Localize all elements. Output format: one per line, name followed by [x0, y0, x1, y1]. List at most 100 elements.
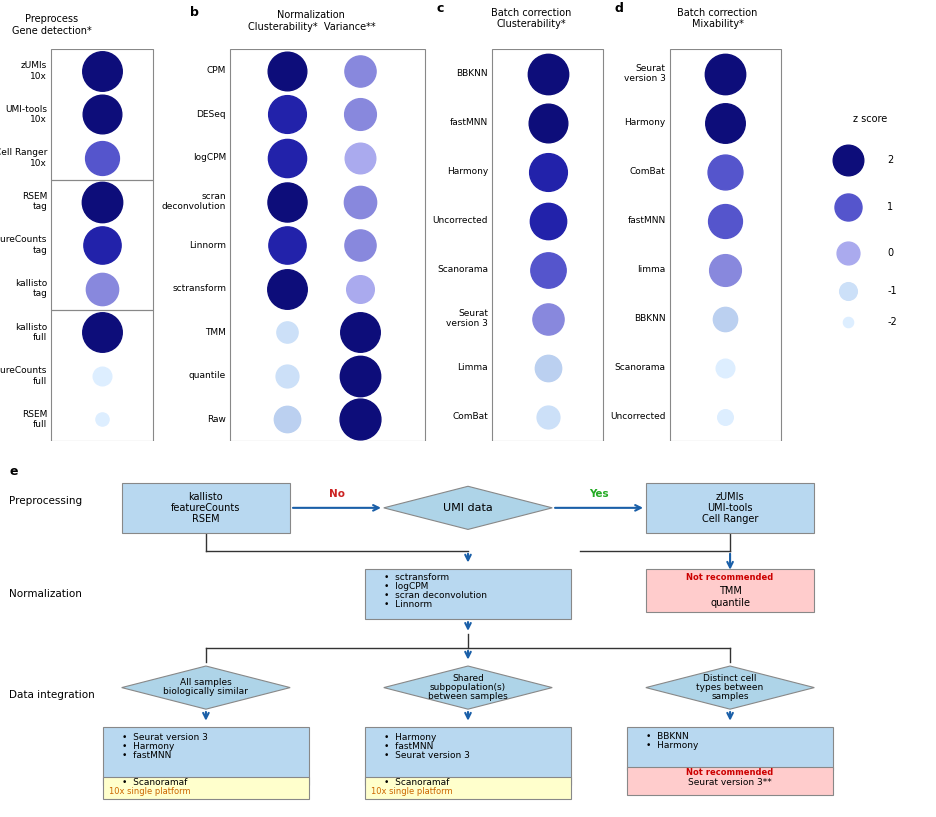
Point — [95, 195, 110, 208]
Point — [718, 410, 733, 423]
Point — [540, 312, 555, 325]
Point — [718, 361, 733, 374]
Point — [718, 263, 733, 276]
Text: featureCounts
full: featureCounts full — [0, 366, 48, 386]
Bar — [365, 569, 571, 619]
Text: Preprocess
Gene detection*: Preprocess Gene detection* — [11, 15, 92, 36]
Text: Seurat
version 3: Seurat version 3 — [624, 64, 665, 83]
Text: zUMIs
10x: zUMIs 10x — [21, 61, 48, 81]
Text: Batch correction
Clusterability*: Batch correction Clusterability* — [491, 8, 572, 29]
Point — [353, 65, 368, 78]
Point — [353, 326, 368, 339]
Text: •  BBKNN: • BBKNN — [646, 731, 689, 741]
Point — [540, 116, 555, 129]
Point — [718, 214, 733, 227]
Bar — [230, 49, 425, 441]
Text: between samples: between samples — [428, 692, 508, 701]
Text: quantile: quantile — [710, 598, 750, 608]
Text: TMM: TMM — [719, 586, 741, 596]
Bar — [627, 766, 833, 796]
Point — [280, 369, 295, 382]
Text: e: e — [9, 465, 18, 478]
Text: RSEM
tag: RSEM tag — [22, 192, 48, 212]
Text: RSEM: RSEM — [192, 514, 220, 524]
Point — [95, 239, 110, 252]
Text: 0: 0 — [887, 248, 894, 258]
Text: Uncorrected: Uncorrected — [610, 412, 665, 422]
Text: Data integration: Data integration — [9, 690, 95, 700]
Text: •  Harmony: • Harmony — [384, 734, 436, 743]
Bar — [103, 727, 309, 784]
Text: BBKNN: BBKNN — [456, 69, 488, 78]
Text: Harmony: Harmony — [446, 167, 488, 176]
Text: •  Seurat version 3: • Seurat version 3 — [384, 752, 470, 761]
Point — [280, 151, 295, 164]
Text: All samples: All samples — [180, 677, 232, 687]
Text: -2: -2 — [887, 316, 897, 327]
Bar — [51, 180, 153, 310]
Text: sctransform: sctransform — [172, 284, 227, 293]
Point — [95, 413, 110, 426]
Point — [540, 67, 555, 80]
Bar — [627, 727, 833, 770]
Text: ARTICLES: ARTICLES — [823, 13, 927, 32]
Point — [841, 200, 856, 213]
Text: UMI-tools: UMI-tools — [708, 502, 753, 513]
Text: Not recommended: Not recommended — [686, 767, 774, 777]
Point — [540, 214, 555, 227]
Point — [353, 239, 368, 252]
Text: kallisto: kallisto — [189, 492, 223, 502]
Point — [540, 410, 555, 423]
Text: Scanorama: Scanorama — [437, 265, 488, 275]
Text: Distinct cell: Distinct cell — [703, 674, 757, 683]
Point — [280, 65, 295, 78]
Text: 10x single platform: 10x single platform — [109, 788, 191, 797]
Text: Raw: Raw — [208, 415, 227, 424]
Text: quantile: quantile — [189, 371, 227, 381]
Text: kallisto
full: kallisto full — [15, 323, 48, 342]
Point — [280, 413, 295, 426]
Polygon shape — [646, 666, 814, 709]
Text: TMM: TMM — [205, 328, 227, 337]
Text: fastMNN: fastMNN — [449, 118, 488, 127]
Text: Scanorama: Scanorama — [615, 363, 665, 373]
Point — [280, 239, 295, 252]
Text: •  Harmony: • Harmony — [122, 743, 174, 752]
Text: NATURE BIOTECHNOLOGY: NATURE BIOTECHNOLOGY — [9, 15, 229, 30]
Text: limma: limma — [637, 265, 665, 275]
Text: subpopulation(s): subpopulation(s) — [430, 683, 506, 692]
Text: BBKNN: BBKNN — [634, 314, 665, 324]
Text: Seurat version 3**: Seurat version 3** — [688, 779, 772, 788]
Point — [95, 326, 110, 339]
Text: Not recommended: Not recommended — [686, 574, 774, 583]
Text: Seurat
version 3: Seurat version 3 — [446, 309, 488, 328]
Text: Cell Ranger
10x: Cell Ranger 10x — [0, 148, 48, 167]
Text: Linnorm: Linnorm — [189, 240, 227, 250]
Point — [841, 284, 856, 297]
Point — [95, 282, 110, 295]
Text: Normalization
Clusterability*  Variance**: Normalization Clusterability* Variance** — [247, 10, 375, 32]
Text: Harmony: Harmony — [624, 118, 665, 127]
Bar — [670, 49, 782, 441]
Text: No: No — [329, 489, 345, 499]
Polygon shape — [384, 666, 552, 709]
Text: featureCounts
tag: featureCounts tag — [0, 235, 48, 255]
Text: ComBat: ComBat — [452, 412, 488, 422]
Point — [353, 108, 368, 121]
Text: -1: -1 — [887, 285, 897, 296]
Point — [353, 195, 368, 208]
Point — [95, 108, 110, 121]
Text: 10x single platform: 10x single platform — [371, 788, 453, 797]
Text: •  logCPM: • logCPM — [384, 583, 428, 592]
Text: biologically similar: biologically similar — [164, 686, 248, 696]
Point — [280, 326, 295, 339]
Text: fastMNN: fastMNN — [627, 216, 665, 225]
Text: 2: 2 — [887, 155, 894, 165]
Text: Preprocessing: Preprocessing — [9, 496, 82, 506]
Text: UMI-tools
10x: UMI-tools 10x — [6, 105, 48, 124]
Point — [95, 65, 110, 78]
Text: c: c — [436, 2, 444, 15]
Point — [280, 282, 295, 295]
Point — [718, 67, 733, 80]
Text: ComBat: ComBat — [630, 167, 665, 176]
